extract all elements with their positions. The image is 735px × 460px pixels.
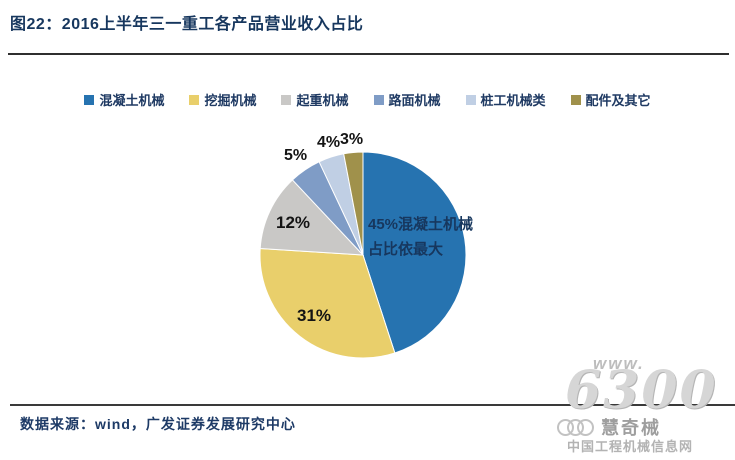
legend-item-crane: 起重机械 (281, 90, 349, 109)
data-source-note: 数据来源：wind，广发证券发展研究中心 (20, 416, 296, 432)
legend-swatch-excavator (189, 94, 200, 105)
watermark-www: www. (593, 354, 645, 373)
legend-swatch-piling (465, 94, 476, 105)
bottom-divider (10, 404, 735, 406)
figure-title: 图22：2016上半年三一重工各产品营业收入占比 (10, 16, 364, 33)
legend-label-crane: 起重机械 (296, 93, 349, 108)
pie-legend: 混凝土机械 挖掘机械 起重机械 路面机械 桩工机械类 配件及其它 (0, 90, 735, 109)
legend-swatch-road (373, 94, 384, 105)
watermark-number: 6300 (565, 360, 718, 421)
pie-label-excavator: 31% (297, 306, 332, 325)
legend-item-piling: 桩工机械类 (465, 90, 546, 109)
pie-slice-5 (343, 151, 364, 256)
pie-slice-1 (259, 247, 396, 359)
legend-swatch-concrete (84, 94, 95, 105)
pie-slice-2 (259, 179, 365, 256)
legend-item-road: 路面机械 (373, 90, 441, 109)
legend-label-concrete: 混凝土机械 (99, 93, 165, 108)
pie-label-road: 5% (284, 147, 308, 164)
legend-label-road: 路面机械 (388, 93, 441, 108)
watermark-brand-text: 慧奇械 (601, 418, 661, 438)
legend-item-concrete: 混凝土机械 (84, 90, 164, 109)
watermark-logo-circle (577, 418, 594, 436)
legend-label-excavator: 挖掘机械 (204, 93, 257, 108)
pie-label-piling: 4% (317, 134, 341, 151)
site-watermark: www. 6300 慧奇械 中国工程机械信息网 (535, 352, 735, 460)
legend-label-piling: 桩工机械类 (480, 93, 546, 108)
legend-item-excavator: 挖掘机械 (189, 90, 256, 109)
legend-item-parts: 配件及其它 (570, 90, 651, 109)
pie-slice-0 (362, 151, 467, 354)
watermark-logo-row: 慧奇械 (557, 414, 661, 440)
title-divider (8, 53, 729, 55)
legend-label-parts: 配件及其它 (585, 93, 651, 108)
legend-swatch-parts (570, 94, 581, 105)
pie-label-parts: 3% (340, 131, 364, 148)
pie-label-crane: 12% (276, 213, 311, 232)
watermark-site-name: 中国工程机械信息网 (567, 439, 694, 454)
legend-swatch-crane (281, 94, 292, 105)
pie-label-concrete: 45%混凝土机械占比依最大 (368, 216, 474, 258)
